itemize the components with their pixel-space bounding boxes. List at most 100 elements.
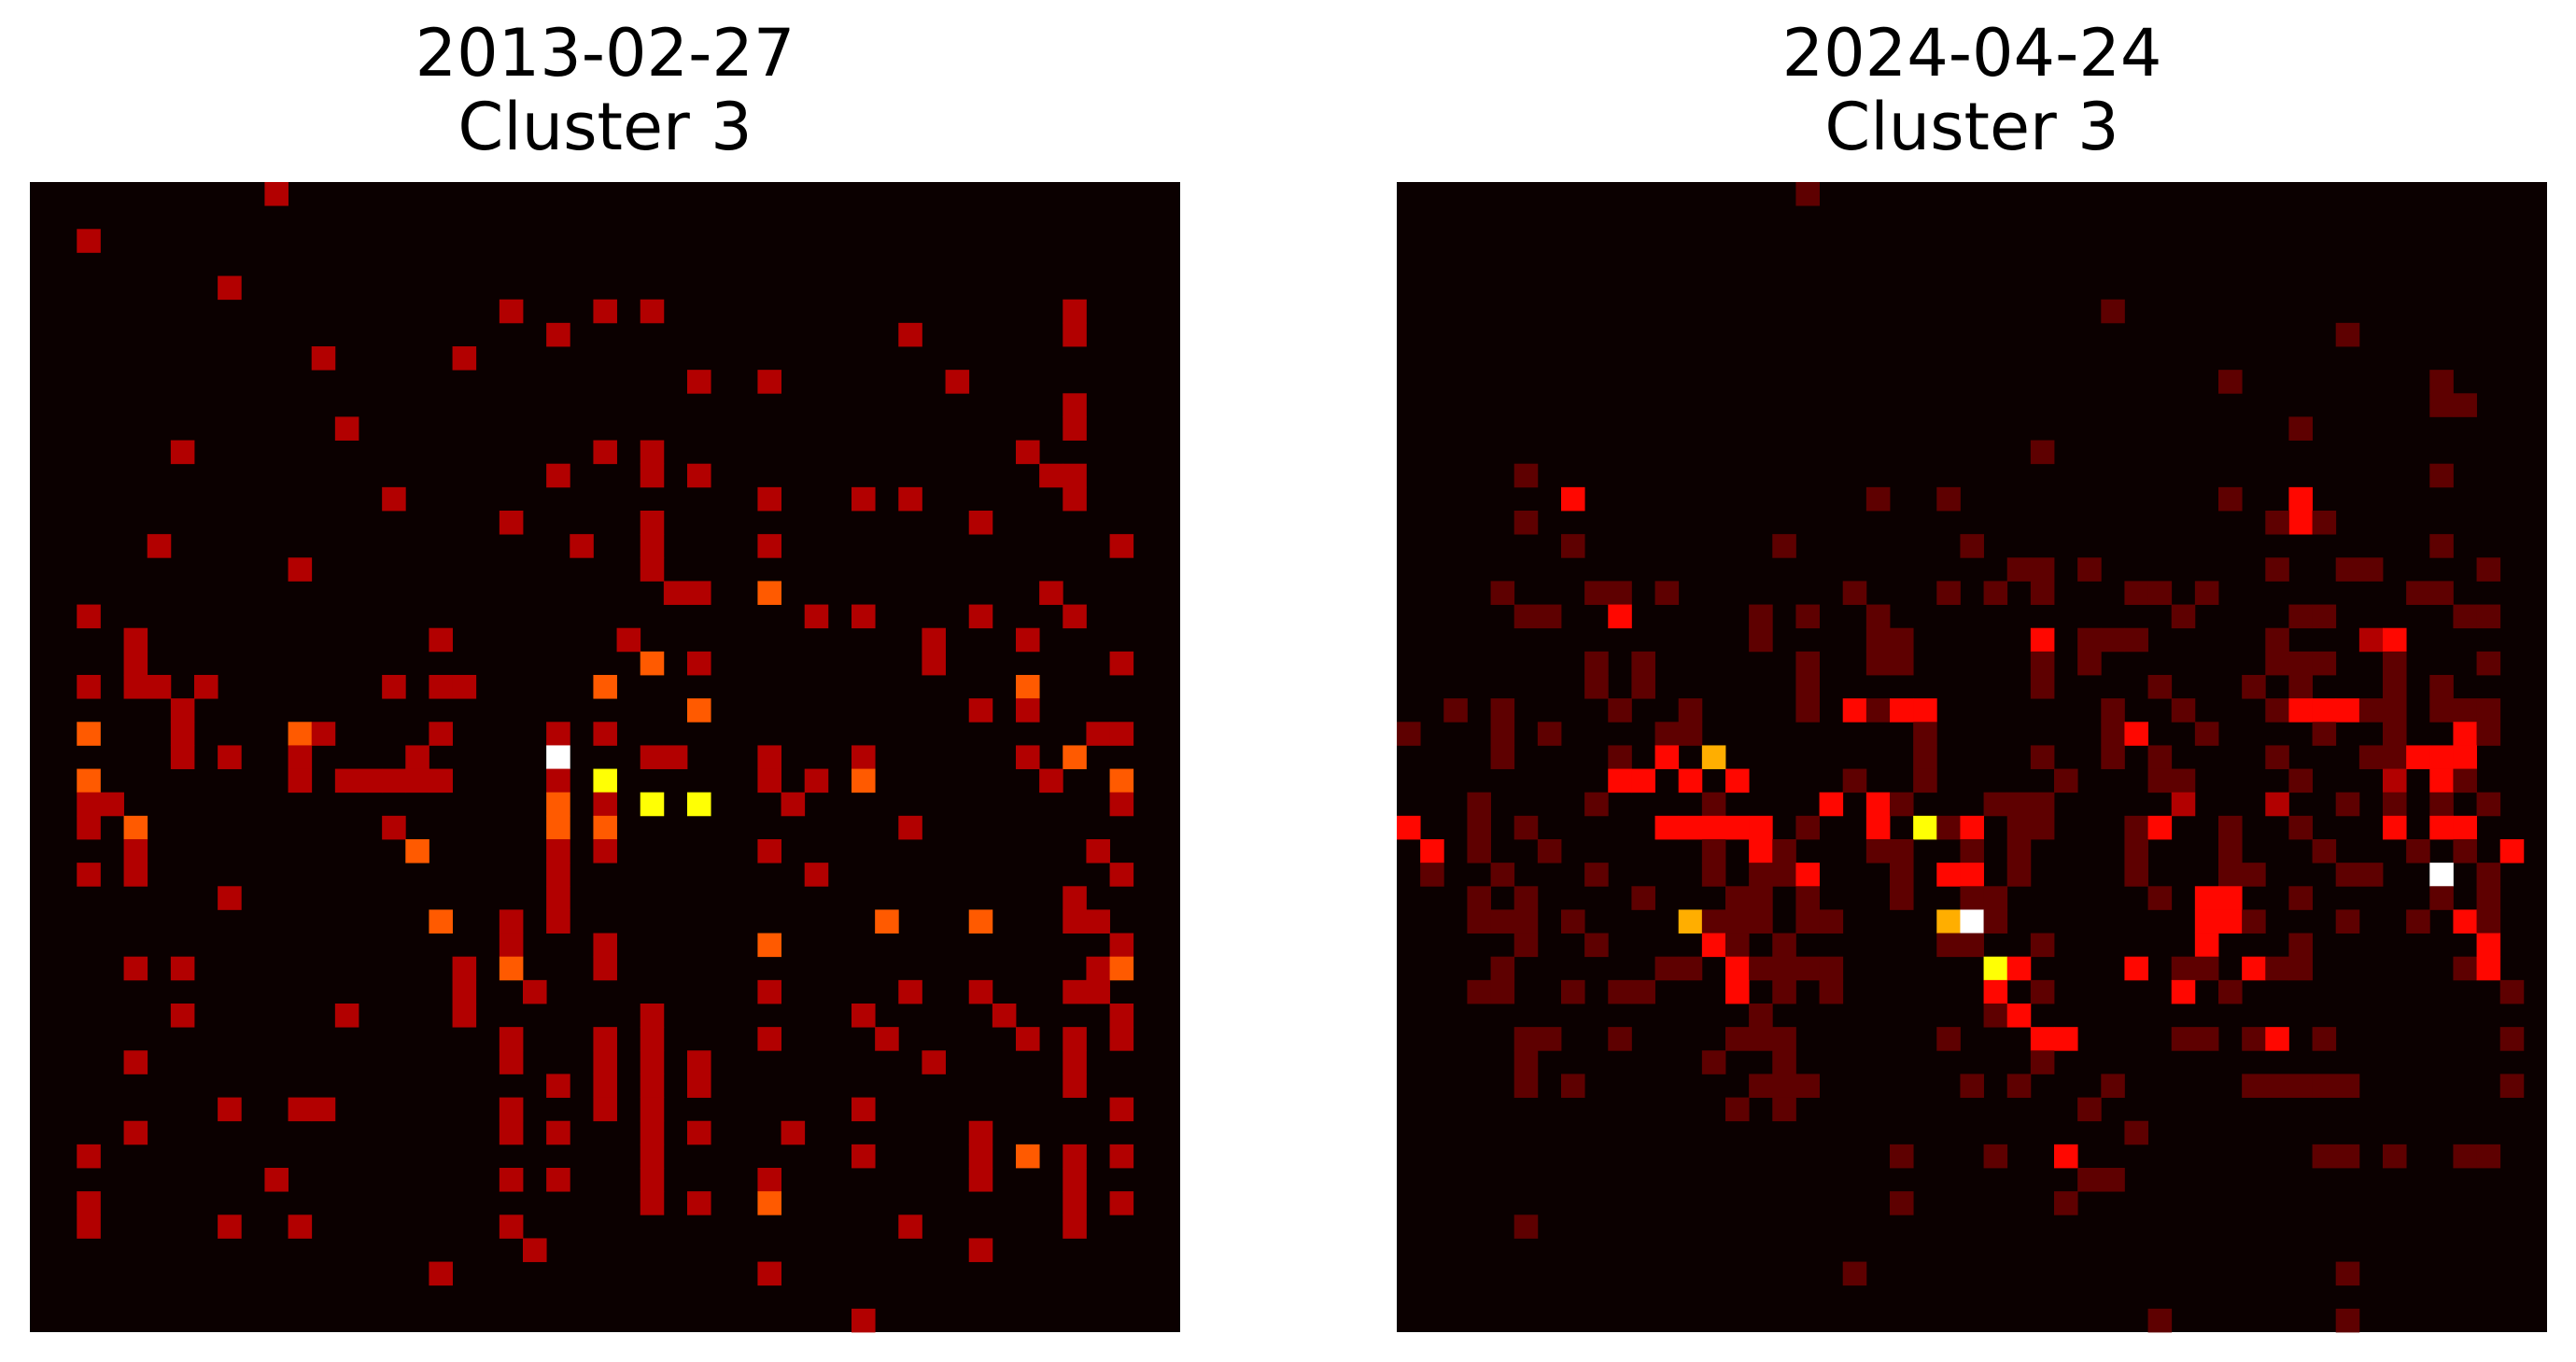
heatmap-cell [2312,839,2337,864]
heatmap-cell [1890,1144,1914,1169]
heatmap-cell [2335,1074,2360,1098]
heatmap-cell [1513,463,1539,488]
heatmap-cell [1913,815,1937,840]
heatmap-cell [1795,651,1820,676]
heatmap-cell [123,651,148,676]
heatmap-cell [2030,581,2055,605]
heatmap-cell [1513,1074,1539,1098]
heatmap-cell [1654,722,1680,746]
heatmap-cell [968,979,993,1004]
heatmap-cell [2030,1027,2055,1051]
heatmap-cell [1561,486,1585,512]
heatmap-cell [1631,768,1655,793]
heatmap-cell [2288,675,2313,699]
heatmap-cell [1749,815,1773,840]
heatmap-cell [1513,933,1539,958]
heatmap-cell [1584,581,1609,605]
heatmap-cell [1772,933,1796,958]
heatmap-cell [499,1027,524,1051]
heatmap-cell [1772,1027,1796,1051]
heatmap-cell [852,768,876,793]
heatmap-cell [1890,627,1914,653]
heatmap-cell [2288,886,2313,910]
heatmap-cell [1039,768,1063,793]
heatmap-cell [663,745,688,769]
heatmap-cell [1701,909,1726,934]
heatmap-cell [2124,722,2148,746]
heatmap-cell [2335,863,2360,887]
heatmap-cell [2383,1144,2407,1169]
heatmap-cell [2335,557,2360,582]
heatmap-cell [2218,886,2243,910]
heatmap-cell [593,792,617,817]
heatmap-cell [687,581,711,605]
heatmap-cell [546,1120,570,1145]
heatmap-cell [2288,815,2313,840]
heatmap-cell [2383,651,2407,676]
heatmap-cell [288,722,313,746]
heatmap-cell [1654,581,1680,605]
heatmap-cell [757,933,781,958]
heatmap-cell [1561,979,1585,1004]
heatmap-cell [2429,815,2454,840]
heatmap-cell [405,745,429,769]
heatmap-cell [852,745,876,769]
heatmap-cell [77,1144,101,1169]
heatmap-cell [1467,979,1491,1004]
heatmap-cell [1086,979,1110,1004]
heatmap-cell [147,675,172,699]
heatmap-cell [334,1004,359,1028]
heatmap-cell [1063,1215,1087,1239]
heatmap-cell [2453,909,2477,934]
heatmap-cell [2242,1027,2266,1051]
heatmap-cell [2499,1074,2525,1098]
heatmap-cell [875,1027,899,1051]
heatmap-cell [1795,815,1820,840]
heatmap-cell [2476,792,2501,817]
heatmap-cell [1584,933,1609,958]
heatmap-cell [1513,886,1539,910]
heatmap-cell [1725,1027,1750,1051]
heatmap-cell [2288,698,2313,723]
heatmap-cell [593,1027,617,1051]
heatmap-cell [1725,1097,1750,1122]
heatmap-cell [2358,698,2384,723]
heatmap-cell [757,768,781,793]
heatmap-cell [2124,581,2148,605]
heatmap-cell [2312,1074,2337,1098]
heatmap-cell [1842,1261,1867,1286]
heatmap-cell [1063,1144,1087,1169]
heatmap-cell [640,1097,665,1122]
heatmap-cell [898,1215,922,1239]
heatmap-cell [1749,909,1773,934]
heatmap-cell [2453,604,2477,629]
heatmap-cell [1561,534,1585,558]
heatmap-cell [77,229,101,253]
heatmap-cell [2171,768,2196,793]
heatmap-cell [1890,839,1914,864]
heatmap-cell [1016,745,1040,769]
heatmap-cell [546,909,570,934]
heatmap-cell [2429,863,2454,887]
heatmap-cell [2218,863,2243,887]
heatmap-cell [1749,1074,1773,1098]
heatmap-cell [1513,909,1539,934]
heatmap-cell [1063,1191,1087,1215]
heatmap-cell [2030,651,2055,676]
heatmap-cell [2383,722,2407,746]
heatmap-cell [546,886,570,910]
heatmap-cell [757,1191,781,1215]
heatmap-cell [123,839,148,864]
heatmap-cell [898,322,922,347]
heatmap-cell [757,581,781,605]
heatmap-cell [2265,511,2289,535]
heatmap-cell [804,768,829,793]
heatmap-cell [170,1004,195,1028]
heatmap-cell [1631,886,1655,910]
heatmap-cell [2476,933,2501,958]
heatmap-cell [2242,863,2266,887]
heatmap-cell [1725,909,1750,934]
heatmap-cell [2124,839,2148,864]
heatmap-cell [663,581,688,605]
heatmap-cell [2476,956,2501,981]
